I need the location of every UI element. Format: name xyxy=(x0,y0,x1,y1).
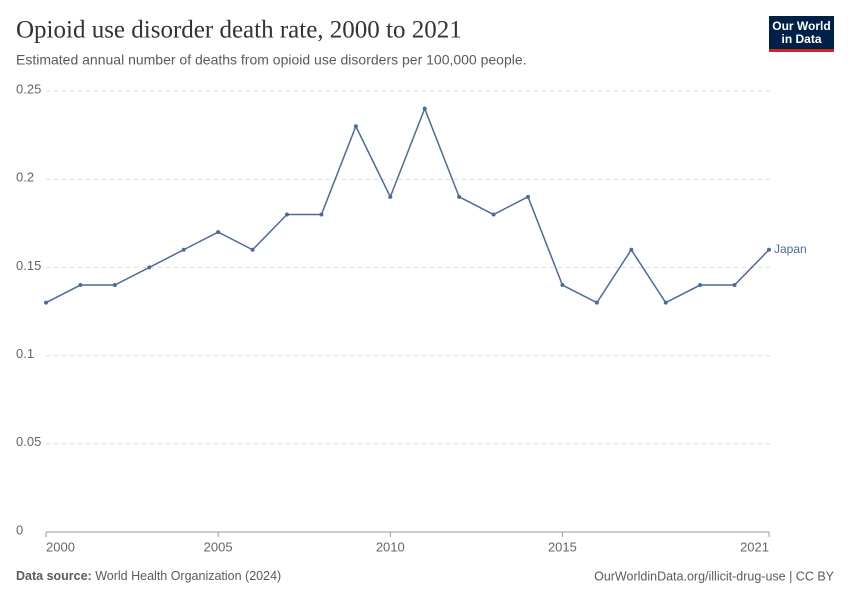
data-point xyxy=(181,247,186,252)
source-label: Data source: xyxy=(16,569,92,583)
footer-url[interactable]: OurWorldinData.org/illicit-drug-use | CC… xyxy=(594,569,835,583)
y-tick-label: 0.1 xyxy=(16,346,34,361)
data-point xyxy=(629,247,634,252)
data-point xyxy=(491,212,496,217)
series-label: Japan xyxy=(774,242,807,256)
data-point xyxy=(353,124,358,129)
y-tick-label: 0.2 xyxy=(16,170,34,185)
data-point xyxy=(112,283,117,288)
series-line xyxy=(45,106,770,304)
x-tick-label: 2010 xyxy=(376,539,405,554)
data-point xyxy=(250,247,255,252)
y-tick-label: 0 xyxy=(16,522,23,537)
y-tick-label: 0.25 xyxy=(16,81,41,96)
y-tick-label: 0.15 xyxy=(16,258,41,273)
data-point xyxy=(319,212,324,217)
chart-title: Opioid use disorder death rate, 2000 to … xyxy=(16,17,462,44)
data-point xyxy=(698,283,703,288)
data-point xyxy=(147,265,152,270)
data-point xyxy=(388,194,393,199)
data-point xyxy=(663,300,668,305)
chart-subtitle: Estimated annual number of deaths from o… xyxy=(16,52,527,68)
x-tick-label: 2015 xyxy=(548,539,577,554)
data-point xyxy=(594,300,599,305)
data-point xyxy=(216,230,221,235)
x-tick-label: 2000 xyxy=(46,539,75,554)
y-tick-label: 0.05 xyxy=(16,434,41,449)
logo-text: Our World xyxy=(772,19,830,33)
data-point xyxy=(457,194,462,199)
data-point xyxy=(560,283,565,288)
data-point xyxy=(78,283,83,288)
data-point xyxy=(732,283,737,288)
data-point xyxy=(285,212,289,217)
source: Data source: World Health Organization (… xyxy=(16,569,281,583)
data-point xyxy=(767,247,771,252)
source-text: World Health Organization (2024) xyxy=(95,569,281,583)
logo-box xyxy=(769,16,834,52)
data-point xyxy=(44,300,48,305)
data-point xyxy=(526,194,530,199)
x-tick-label: 2005 xyxy=(204,539,233,554)
logo[interactable]: Our World in Data xyxy=(769,16,834,52)
logo-text: in Data xyxy=(781,32,821,46)
logo-stripe xyxy=(769,49,834,52)
x-tick-label: 2021 xyxy=(740,539,769,554)
data-point xyxy=(422,106,427,111)
